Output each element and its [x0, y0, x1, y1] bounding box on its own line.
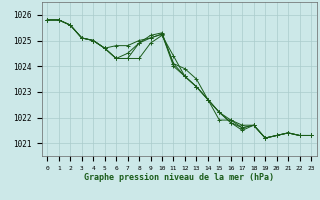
X-axis label: Graphe pression niveau de la mer (hPa): Graphe pression niveau de la mer (hPa): [84, 174, 274, 183]
